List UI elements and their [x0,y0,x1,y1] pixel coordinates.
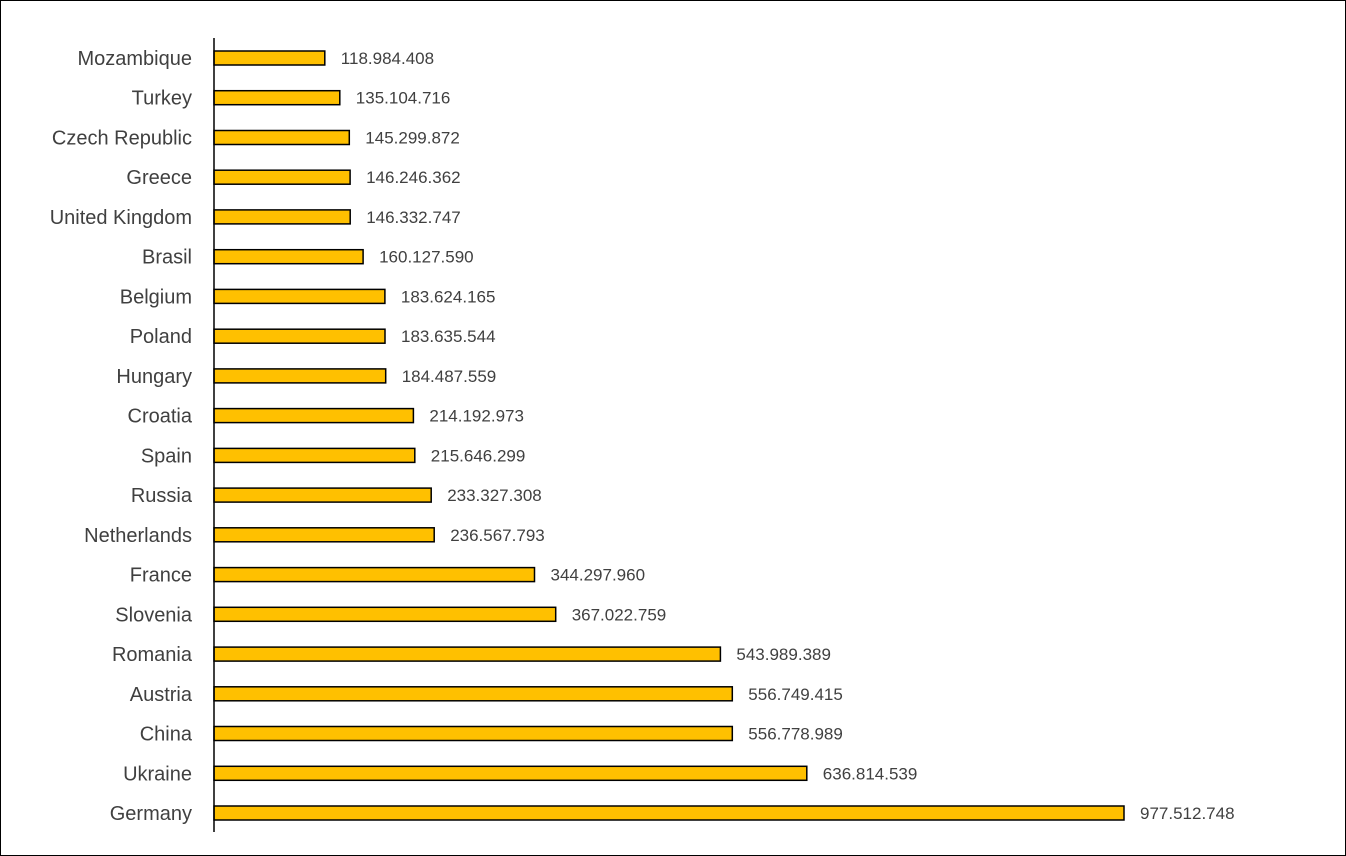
category-label: Russia [131,485,193,507]
bar-netherlands [213,527,435,543]
data-label: 183.635.544 [401,327,496,346]
category-label: Brasil [142,247,192,269]
category-label: Czech Republic [52,128,192,150]
bar-spain [213,447,416,464]
bar-turkey [213,89,341,106]
bar-slovenia [213,606,557,623]
bar-romania [213,646,722,662]
category-label: Ukraine [123,763,192,785]
category-label: Turkey [132,88,192,110]
category-label: Netherlands [84,525,192,547]
data-label: 543.989.389 [736,645,831,664]
bar-hungary [213,368,387,384]
data-label: 160.127.590 [379,248,474,267]
bar-france [213,566,536,583]
bar-croatia [213,407,415,424]
data-label: 135.104.716 [356,89,451,108]
category-label: Greece [126,167,192,189]
bar-germany [213,805,1125,821]
bar-ukraine [213,765,808,782]
category-labels: Mozambique Turkey Czech Republic Greece Unit… [50,48,193,825]
data-label: 215.646.299 [431,446,526,465]
data-label: 146.332.747 [366,208,461,227]
data-label: 367.022.759 [572,605,667,624]
data-label: 183.624.165 [401,287,496,306]
bar-austria [213,686,734,702]
data-label: 977.512.748 [1140,804,1235,823]
data-label: 118.984.408 [341,49,434,68]
bar-poland [213,328,386,344]
bar-china [213,725,734,742]
bar-russia [213,487,432,503]
data-label: 556.749.415 [748,685,843,704]
category-label: Austria [130,684,193,706]
category-label: China [140,724,193,746]
value-labels: 118.984.408 135.104.716 145.299.872 146.246… [341,49,1235,823]
data-label: 556.778.989 [748,725,843,744]
category-label: Hungary [116,366,192,388]
bar-czech-republic [213,129,351,146]
bars-group [213,50,1125,821]
data-label: 146.246.362 [366,168,461,187]
data-label: 145.299.872 [365,129,460,148]
data-label: 214.192.973 [429,407,524,426]
category-label: Poland [130,326,192,348]
category-label: Germany [110,803,192,825]
category-label: Slovenia [115,604,193,626]
bar-united-kingdom [213,209,351,225]
data-label: 233.327.308 [447,486,542,505]
category-label: Croatia [128,406,193,428]
data-label: 236.567.793 [450,526,545,545]
category-label: Mozambique [77,48,192,70]
bar-brasil [213,248,364,265]
bar-greece [213,169,351,185]
category-label: Belgium [120,286,192,308]
category-label: Romania [112,644,193,666]
category-label: Spain [141,445,192,467]
bar-mozambique [213,50,326,66]
data-label: 636.814.539 [823,764,918,783]
bar-belgium [213,288,386,305]
data-label: 184.487.559 [402,367,497,386]
category-label: United Kingdom [50,207,192,229]
data-label: 344.297.960 [551,566,646,585]
category-label: France [130,565,192,587]
